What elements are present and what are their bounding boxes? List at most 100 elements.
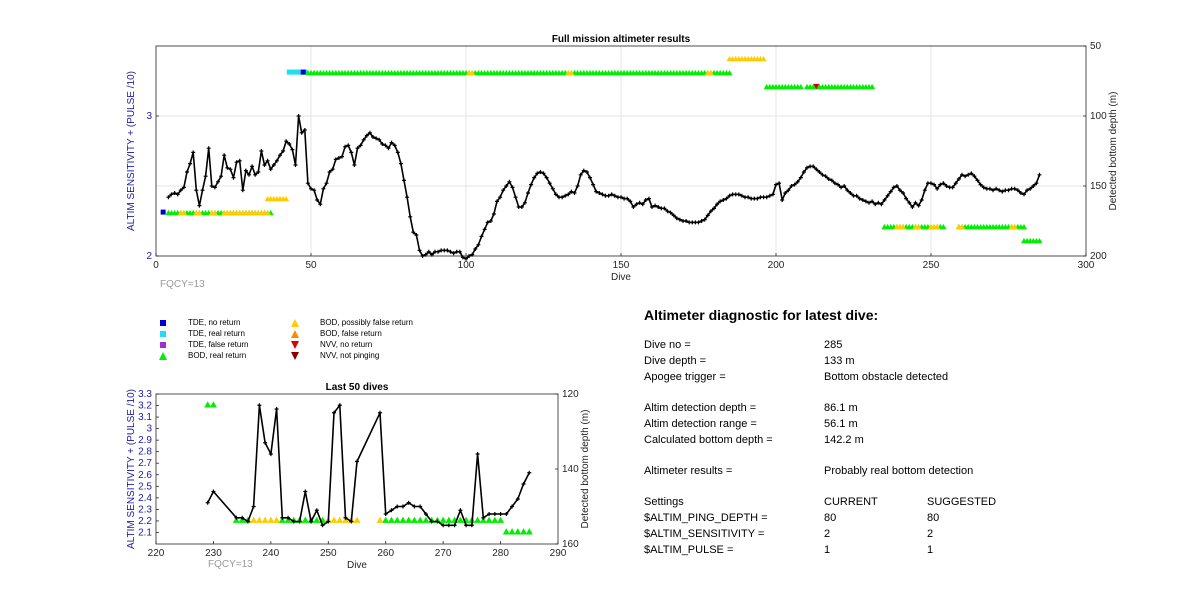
x-tick-label: 0	[153, 260, 159, 271]
data-point	[278, 153, 282, 158]
bod-marker	[760, 55, 767, 62]
diagnostic-title: Altimeter diagnostic for latest dive:	[644, 307, 879, 323]
data-point	[972, 174, 977, 179]
data-point	[340, 154, 344, 159]
data-point	[882, 198, 887, 202]
diag-row-dive-depth: Dive depth = 133 m	[644, 355, 855, 367]
data-point	[950, 185, 955, 190]
data-point	[231, 175, 236, 180]
data-point	[268, 167, 273, 172]
data-point	[780, 198, 785, 202]
bod-marker	[1036, 237, 1043, 244]
data-point	[541, 171, 546, 176]
data-point	[609, 192, 614, 197]
data-point	[467, 254, 472, 258]
y-left-tick-label: 2.5	[138, 481, 152, 492]
data-point	[904, 196, 909, 201]
data-point	[234, 515, 239, 520]
bod-marker	[376, 516, 384, 523]
data-point	[578, 172, 583, 177]
y-left-tick-label: 2.4	[138, 493, 152, 504]
x-tick-label: 260	[377, 548, 394, 559]
legend-item: BOD, real return	[158, 351, 246, 361]
data-point	[510, 185, 515, 190]
data-point	[938, 182, 943, 187]
diag-row-sensitivity: $ALTIM_SENSITIVITY = 2 2	[644, 528, 934, 540]
data-point	[481, 515, 486, 520]
data-point	[485, 220, 490, 225]
bod-marker	[508, 528, 516, 535]
data-point	[274, 158, 279, 163]
bod-marker	[336, 516, 344, 523]
data-point	[321, 186, 326, 191]
data-point	[405, 195, 410, 200]
data-point	[398, 161, 403, 166]
data-point	[395, 504, 400, 509]
data-point	[814, 167, 819, 172]
data-point	[981, 185, 986, 190]
data-point	[251, 504, 256, 509]
data-point	[684, 219, 689, 223]
data-point	[910, 205, 915, 209]
data-point	[1015, 188, 1020, 193]
data-point	[495, 199, 499, 204]
bod-marker	[313, 516, 321, 523]
data-point	[172, 191, 177, 195]
data-point	[829, 178, 834, 183]
bod-marker	[180, 209, 187, 216]
data-point	[795, 179, 800, 184]
data-point	[674, 216, 679, 221]
data-point	[268, 452, 273, 456]
data-point	[836, 182, 840, 187]
bod-marker	[1011, 223, 1018, 230]
bod-marker	[410, 516, 418, 523]
data-point	[349, 150, 354, 155]
data-point	[426, 249, 431, 254]
bod-marker	[726, 69, 733, 76]
data-point	[389, 508, 394, 513]
data-point	[922, 188, 927, 193]
x-tick-label: 250	[923, 260, 940, 271]
data-point	[1000, 189, 1005, 194]
data-point	[234, 160, 239, 165]
data-point	[994, 186, 999, 191]
data-point	[870, 199, 875, 204]
bod-marker	[959, 223, 965, 230]
data-point	[219, 174, 224, 179]
data-point	[303, 489, 308, 494]
data-point	[212, 185, 217, 190]
data-point	[257, 403, 262, 408]
data-point	[963, 174, 968, 179]
data-point	[476, 242, 481, 247]
data-point	[337, 403, 342, 408]
y-left-axis-label: ALTIM SENSITIVITY + (PULSE /10)	[126, 389, 137, 549]
data-point	[898, 188, 902, 193]
data-point	[361, 137, 366, 142]
data-point	[408, 214, 413, 219]
data-point	[997, 188, 1002, 193]
data-point	[619, 195, 623, 200]
data-point	[191, 150, 196, 155]
data-point	[371, 135, 375, 139]
data-point	[966, 172, 971, 177]
data-point	[653, 203, 658, 208]
data-point	[538, 170, 543, 174]
data-point	[286, 515, 291, 520]
data-point	[302, 128, 307, 132]
triangle-up-marker-icon	[290, 318, 300, 328]
data-point	[553, 192, 558, 197]
triangle-up-marker-icon	[158, 351, 168, 361]
data-point	[894, 184, 899, 188]
bod-marker	[422, 516, 430, 523]
data-point	[805, 165, 809, 170]
data-point	[475, 452, 480, 456]
fqcy-note: FQCY=13	[160, 279, 205, 290]
data-point	[312, 188, 317, 193]
bod-marker	[525, 528, 533, 535]
data-point	[634, 202, 639, 207]
data-point	[355, 146, 360, 151]
data-point	[240, 515, 245, 520]
data-point	[696, 220, 701, 225]
triangle-up-marker-icon	[290, 329, 300, 339]
